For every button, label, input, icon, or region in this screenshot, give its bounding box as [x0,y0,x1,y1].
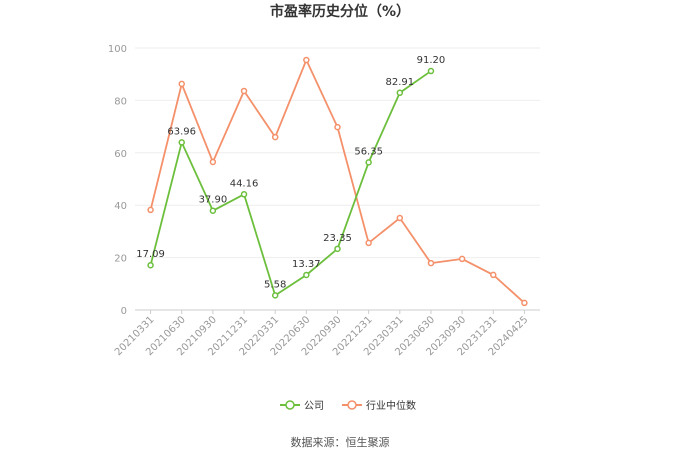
point [396,89,404,97]
point [334,245,341,253]
point [303,56,310,64]
y-tick-label: 40 [114,201,127,212]
y-tick-label: 20 [114,254,127,265]
series-line [149,70,432,297]
point [147,206,154,214]
value-label: 91.20 [417,55,446,66]
point [365,239,372,247]
y-tick-label: 0 [121,306,127,317]
value-label: 23.35 [323,233,352,244]
point [178,80,185,88]
point [240,191,248,198]
value-label: 37.90 [199,195,228,206]
value-label: 17.09 [136,249,165,260]
legend-marker [347,400,357,410]
legend-label: 行业中位数 [366,399,416,412]
series-line [149,57,526,304]
point [271,133,279,141]
point [240,87,248,95]
point [147,261,154,269]
value-label: 5.58 [264,279,286,290]
point [490,271,497,279]
value-label: 82.91 [385,77,414,88]
point [427,259,435,267]
point [458,255,466,263]
legend-marker [285,400,295,410]
value-label: 13.37 [292,259,321,270]
point [396,214,404,222]
point [334,123,341,131]
y-tick-label: 60 [114,149,127,160]
legend-label: 公司 [304,401,324,412]
legend-item[interactable]: 行业中位数 [342,399,416,412]
value-label: 63.96 [167,126,196,137]
y-tick-label: 100 [108,44,127,55]
chart-title: 市盈率历史分位（%） [270,3,410,20]
point [178,139,185,146]
point [303,271,310,279]
source: 数据来源：恒生聚源 [291,435,390,449]
point [209,207,217,214]
y-tick-label: 80 [114,96,127,107]
value-label: 44.16 [230,178,259,189]
legend-item[interactable]: 公司 [280,400,324,412]
point [209,158,217,166]
point [271,292,279,299]
point [427,67,435,75]
point [521,299,528,307]
value-label: 56.35 [354,146,383,157]
point [365,159,372,166]
